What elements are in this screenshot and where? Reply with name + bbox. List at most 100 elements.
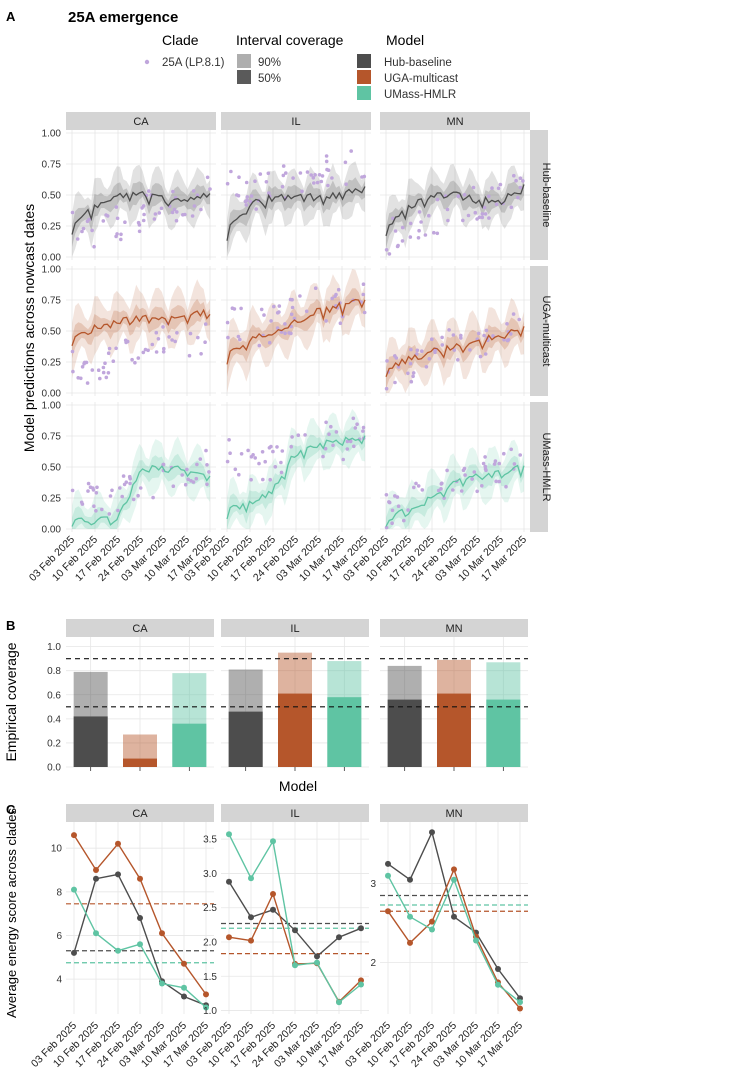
score-point-ca-hub-baseline xyxy=(137,915,143,921)
clade-point xyxy=(305,170,310,174)
clade-point xyxy=(267,191,271,195)
clade-point xyxy=(94,491,99,495)
facet-label-mn: MN xyxy=(446,116,463,128)
clade-point xyxy=(480,215,485,220)
clade-point xyxy=(277,304,282,308)
score-point-mn-hub-baseline xyxy=(407,876,413,883)
clade-point xyxy=(432,230,436,235)
clade-point xyxy=(423,233,428,237)
score-point-il-uga-multicast xyxy=(226,934,232,941)
clade-point xyxy=(481,461,486,466)
clade-point xyxy=(452,348,457,352)
score-point-mn-umass-hmlr xyxy=(385,872,391,879)
clade-point xyxy=(412,485,416,490)
clade-point xyxy=(343,160,348,165)
score-point-mn-umass-hmlr xyxy=(517,999,523,1006)
clade-point xyxy=(411,374,415,379)
panel-a-ytick: 0.75 xyxy=(42,296,62,307)
clade-point xyxy=(518,176,523,180)
facet-strip-il xyxy=(221,112,371,130)
clade-point xyxy=(133,360,137,365)
clade-point xyxy=(290,297,294,302)
clade-point xyxy=(120,494,124,499)
clade-point xyxy=(466,213,471,218)
clade-point xyxy=(246,448,250,453)
panel-b-ytick: 0.2 xyxy=(47,738,61,749)
clade-point xyxy=(119,237,123,242)
clade-point xyxy=(205,482,209,487)
panel-a-ylabel: Model predictions across nowcast dates xyxy=(21,204,37,452)
clade-point xyxy=(482,205,487,210)
clade-point xyxy=(355,422,359,427)
clade-point xyxy=(199,352,203,356)
clade-point xyxy=(258,172,263,176)
clade-point xyxy=(162,346,166,351)
panel-c-ytick-ca: 10 xyxy=(51,844,63,855)
clade-point xyxy=(402,518,406,523)
clade-point xyxy=(114,205,119,209)
facet-label-c-ca: CA xyxy=(132,808,148,820)
clade-point xyxy=(361,282,366,287)
legend: Clade 25A (LP.8.1) Interval coverage 90%… xyxy=(144,32,459,101)
clade-point xyxy=(257,461,261,466)
clade-point xyxy=(351,416,356,421)
clade-point xyxy=(287,331,291,335)
clade-point xyxy=(194,476,199,481)
score-point-ca-umass-hmlr xyxy=(93,930,99,937)
clade-point xyxy=(91,488,96,492)
clade-point xyxy=(280,449,285,453)
bar-50-il-umass-hmlr xyxy=(327,697,362,767)
score-point-mn-uga-multicast xyxy=(517,1005,523,1012)
facet-label-c-il: IL xyxy=(290,808,299,820)
clade-point xyxy=(387,252,392,256)
panel-b-ytick: 1.0 xyxy=(47,642,61,653)
clade-point xyxy=(266,171,271,176)
median-line-uga-multicast-ca xyxy=(71,308,211,347)
facet-label-b-mn: MN xyxy=(445,623,462,635)
clade-point xyxy=(483,212,488,216)
clade-point xyxy=(70,210,75,215)
clade-point xyxy=(385,359,389,363)
score-point-il-hub-baseline xyxy=(292,927,298,934)
facet-strip-c-mn xyxy=(380,804,528,822)
median-line-umass-hmlr-mn xyxy=(385,464,525,527)
clade-point xyxy=(192,204,197,208)
clade-point xyxy=(101,219,106,223)
score-point-il-umass-hmlr xyxy=(270,838,276,845)
clade-point xyxy=(147,189,151,193)
clade-point xyxy=(494,479,498,484)
clade-point xyxy=(198,457,203,461)
bar-50-mn-hub-baseline xyxy=(387,699,422,767)
clade-point xyxy=(446,218,450,223)
clade-point xyxy=(267,340,272,345)
legend-interval-90: 90% xyxy=(258,57,281,69)
panel-a-ytick: 0.25 xyxy=(42,358,62,369)
clade-point xyxy=(75,237,80,241)
clade-point xyxy=(249,477,253,482)
clade-point xyxy=(484,468,488,473)
clade-point xyxy=(96,368,101,373)
clade-point xyxy=(487,194,491,199)
clade-point xyxy=(323,446,328,451)
clade-point xyxy=(90,228,94,233)
clade-point xyxy=(154,330,159,335)
clade-point xyxy=(360,175,364,179)
clade-point xyxy=(131,497,136,502)
clade-point xyxy=(390,521,394,525)
clade-point xyxy=(244,180,249,185)
score-point-il-umass-hmlr xyxy=(292,962,298,969)
clade-point xyxy=(315,180,320,185)
clade-point xyxy=(186,477,190,482)
panel-a: Model predictions across nowcast dates C… xyxy=(21,112,552,584)
clade-point xyxy=(298,294,302,298)
clade-point xyxy=(292,316,297,321)
clade-point xyxy=(416,484,421,488)
clade-point xyxy=(228,451,232,456)
clade-point xyxy=(361,292,366,297)
clade-point xyxy=(183,212,187,217)
clade-point xyxy=(195,462,199,467)
clade-point xyxy=(172,207,177,212)
clade-point xyxy=(456,358,460,362)
clade-point xyxy=(225,459,230,464)
clade-point xyxy=(76,376,80,380)
